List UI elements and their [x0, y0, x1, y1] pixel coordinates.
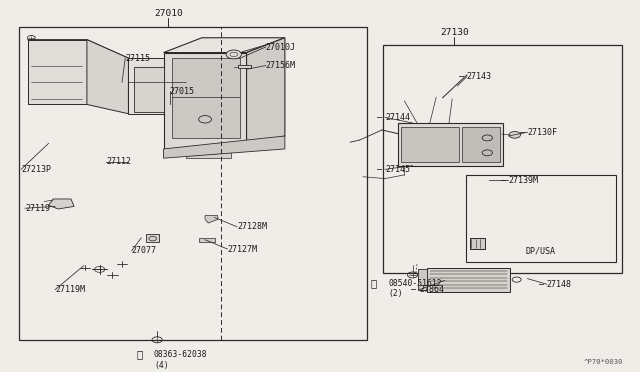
Text: 27145: 27145 [385, 165, 410, 174]
Circle shape [226, 50, 241, 59]
Text: —: — [520, 128, 525, 137]
Text: 27864: 27864 [419, 285, 444, 294]
Polygon shape [398, 123, 503, 166]
Text: —: — [378, 113, 383, 122]
Polygon shape [164, 38, 285, 52]
Text: ^P70*0030: ^P70*0030 [584, 359, 623, 365]
Text: 27148: 27148 [547, 280, 572, 289]
Text: —: — [460, 72, 464, 81]
Text: —: — [378, 165, 383, 174]
Polygon shape [28, 39, 87, 105]
Text: 27144: 27144 [385, 113, 410, 122]
Bar [19, 27, 367, 340]
Text: 27130: 27130 [440, 28, 469, 37]
Text: —: — [539, 280, 544, 289]
Text: Ⓢ: Ⓢ [136, 350, 142, 360]
Polygon shape [164, 136, 285, 158]
Polygon shape [87, 39, 129, 114]
Polygon shape [205, 216, 218, 223]
Circle shape [509, 132, 520, 138]
Text: 27010J: 27010J [266, 42, 296, 51]
Polygon shape [28, 39, 68, 105]
Text: 27156M: 27156M [266, 61, 296, 70]
Text: 27127M: 27127M [227, 244, 257, 253]
Text: 27119M: 27119M [55, 285, 85, 294]
Text: —: — [500, 176, 506, 185]
Polygon shape [418, 269, 428, 290]
Polygon shape [470, 238, 484, 249]
Text: —: — [412, 285, 417, 294]
Text: 27119: 27119 [25, 204, 50, 213]
Polygon shape [49, 199, 74, 209]
Text: 08363-62038: 08363-62038 [154, 350, 207, 359]
Text: 08540-51612: 08540-51612 [388, 279, 442, 288]
Text: (4): (4) [154, 360, 168, 369]
Polygon shape [129, 58, 186, 114]
Text: 27115: 27115 [125, 54, 150, 62]
Text: 27077: 27077 [132, 246, 157, 255]
Bar [466, 175, 616, 262]
Polygon shape [401, 127, 459, 162]
Text: 27010: 27010 [154, 9, 182, 19]
Text: DP/USA: DP/USA [525, 246, 556, 255]
Polygon shape [164, 52, 246, 149]
Polygon shape [246, 38, 285, 149]
Text: 27128M: 27128M [237, 222, 267, 231]
Polygon shape [198, 238, 214, 242]
Bar [383, 45, 622, 273]
Text: 27139M: 27139M [508, 176, 538, 185]
Polygon shape [172, 58, 240, 138]
Text: 27143: 27143 [467, 72, 492, 81]
Text: (2): (2) [388, 289, 403, 298]
Text: 27130F: 27130F [527, 128, 557, 137]
Polygon shape [462, 127, 500, 162]
Polygon shape [134, 67, 164, 112]
Polygon shape [147, 234, 159, 242]
Polygon shape [428, 267, 510, 292]
Text: Ⓢ: Ⓢ [371, 279, 377, 288]
Text: 27112: 27112 [106, 157, 131, 166]
Polygon shape [238, 65, 251, 68]
Text: 27213P: 27213P [21, 165, 51, 174]
Text: 27015: 27015 [170, 87, 195, 96]
Polygon shape [28, 39, 129, 58]
Polygon shape [186, 149, 230, 158]
